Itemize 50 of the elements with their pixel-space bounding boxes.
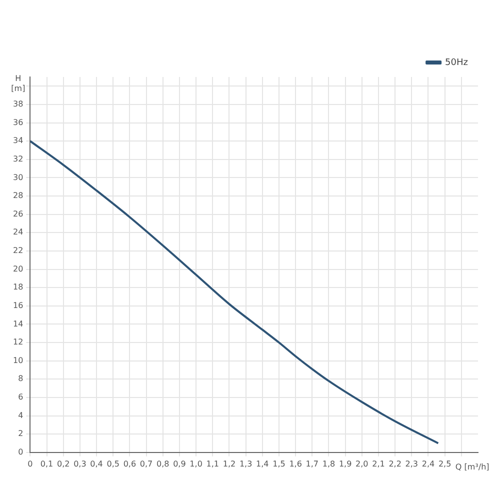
y-tick-label: 24 (12, 228, 24, 237)
y-tick-label: 32 (12, 154, 24, 164)
x-tick-label: 1,9 (338, 459, 352, 468)
x-tick-label: 2,4 (422, 459, 435, 468)
y-tick-label: 28 (12, 191, 24, 200)
x-tick-label: 0,9 (173, 459, 186, 468)
y-tick-label: 36 (12, 118, 24, 127)
y-tick-label: 18 (12, 282, 24, 292)
y-tick-label: 34 (12, 136, 24, 146)
y-tick-label: 4 (18, 410, 24, 420)
x-tick-label: 2,0 (356, 459, 368, 468)
y-axis-title: H [m] (11, 74, 26, 94)
x-tick-label: 1,7 (306, 459, 319, 468)
x-tick-label: 0,8 (156, 459, 170, 468)
y-tick-label: 2 (18, 429, 24, 438)
y-tick-label: 12 (12, 338, 24, 347)
x-tick-label: 2,5 (438, 459, 452, 468)
x-tick-label: 1,2 (222, 459, 236, 468)
x-tick-label: 0,3 (74, 459, 86, 468)
x-tick-label: 2,1 (372, 459, 385, 468)
x-tick-label: 0,4 (90, 459, 103, 468)
y-tick-label: 16 (12, 300, 24, 310)
x-axis-title: Q [m³/h] (455, 462, 490, 472)
x-tick-label: 0 (28, 459, 33, 468)
x-tick-label: 0,5 (106, 459, 120, 468)
y-tick-label: 8 (18, 374, 24, 384)
x-tick-label: 0,1 (40, 459, 54, 468)
x-tick-label: 1,0 (190, 459, 202, 468)
x-tick-label: 2,2 (388, 459, 402, 468)
y-tick-label: 22 (12, 246, 24, 256)
y-tick-label: 14 (12, 319, 24, 328)
x-tick-label: 2,3 (405, 459, 418, 468)
y-tick-label: 0 (18, 447, 24, 456)
y-tick-label: 10 (12, 356, 24, 365)
x-tick-label: 1,3 (239, 459, 252, 468)
legend-label: 50Hz (445, 58, 468, 68)
y-tick-label: 26 (12, 209, 24, 218)
x-tick-label: 1,5 (272, 459, 286, 468)
x-tick-label: 1,8 (322, 459, 336, 468)
x-tick-label: 1,6 (289, 459, 302, 468)
x-tick-label: 0,7 (140, 459, 153, 468)
y-tick-label: 38 (12, 100, 24, 109)
x-tick-label: 1,4 (256, 459, 269, 468)
x-tick-label: 0,2 (56, 459, 70, 468)
line-series (30, 140, 440, 444)
y-tick-label: 30 (12, 172, 24, 182)
y-tick-label: 20 (12, 264, 24, 274)
y-tick-label: 6 (18, 392, 24, 402)
x-tick-label: 0,6 (123, 459, 136, 468)
x-tick-label: 1,1 (206, 459, 219, 468)
